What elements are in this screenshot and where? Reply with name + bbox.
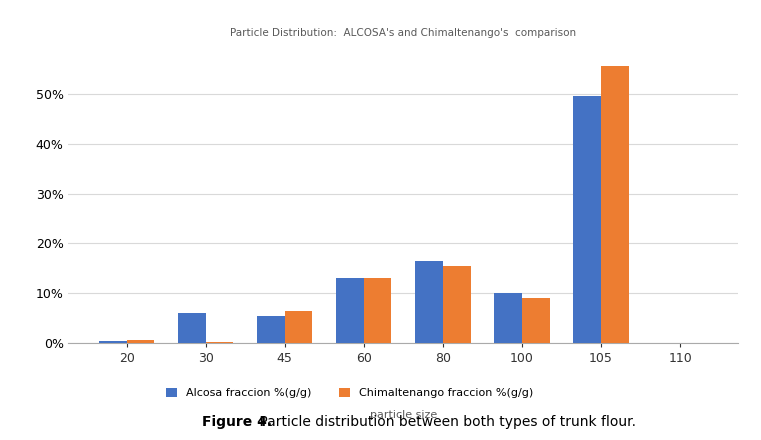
Bar bbox=[601, 66, 629, 343]
Bar bbox=[126, 340, 154, 343]
Bar bbox=[178, 313, 205, 343]
Text: Figure 4.: Figure 4. bbox=[202, 415, 272, 429]
Title: Particle Distribution:  ALCOSA's and Chimaltenango's  comparison: Particle Distribution: ALCOSA's and Chim… bbox=[231, 28, 576, 38]
Bar bbox=[443, 266, 470, 343]
Legend: Alcosa fraccion %(g/g), Chimaltenango fraccion %(g/g): Alcosa fraccion %(g/g), Chimaltenango fr… bbox=[166, 388, 533, 398]
Bar bbox=[257, 316, 285, 343]
Bar bbox=[336, 279, 364, 343]
X-axis label: particle size: particle size bbox=[370, 410, 437, 420]
Bar bbox=[285, 311, 313, 343]
Bar bbox=[99, 341, 126, 343]
Bar bbox=[573, 96, 601, 343]
Bar bbox=[416, 261, 443, 343]
Text: Particle distribution between both types of trunk flour.: Particle distribution between both types… bbox=[255, 415, 636, 429]
Bar bbox=[205, 342, 234, 343]
Bar bbox=[522, 298, 549, 343]
Bar bbox=[364, 279, 391, 343]
Bar bbox=[494, 293, 522, 343]
